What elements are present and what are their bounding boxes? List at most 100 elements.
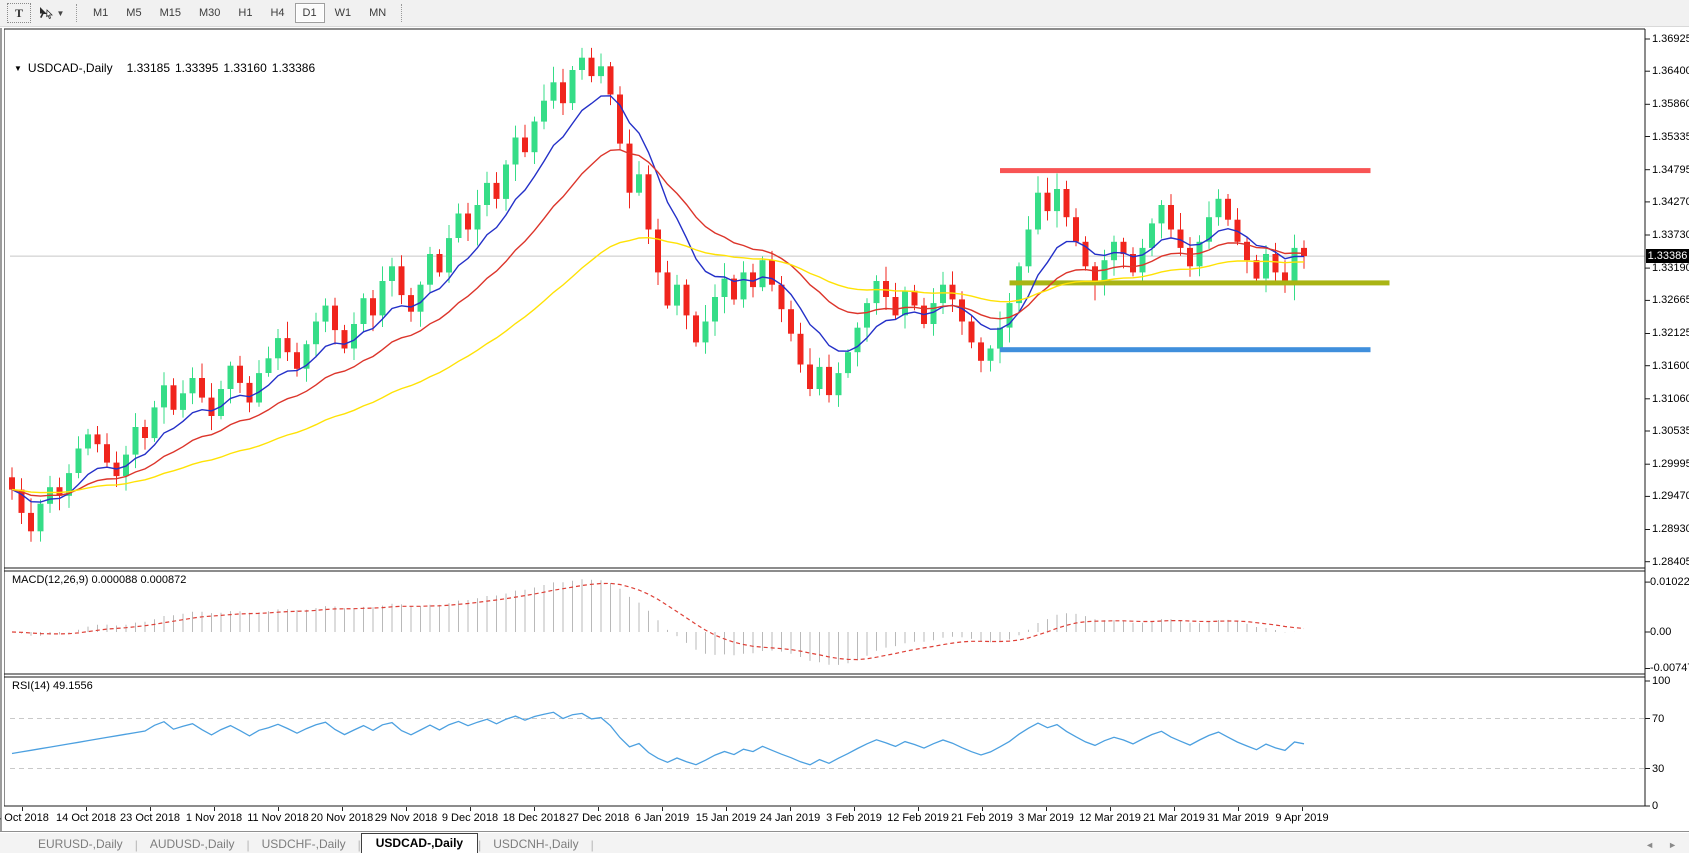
date-axis-label: 27 Dec 2018 [566, 812, 630, 824]
date-axis-tick [342, 807, 343, 811]
date-axis-tick [790, 807, 791, 811]
rsi-axis-tick: 100 [1652, 675, 1671, 687]
rsi-axis-tick: 30 [1652, 762, 1665, 775]
date-axis-tick [726, 807, 727, 811]
dropdown-caret-icon: ▼ [56, 8, 65, 18]
date-axis-tick [1302, 807, 1303, 811]
timeframe-button-m30[interactable]: M30 [198, 7, 221, 19]
price-axis-tick: 1.32665 [1652, 294, 1689, 307]
tab-separator: | [590, 838, 594, 852]
toolbar-separator [401, 4, 403, 22]
tab-separator: | [246, 838, 250, 852]
date-axis-tick [918, 807, 919, 811]
chart-window: ▼ USDCAD-,Daily 1.33185 1.33395 1.33160 1.333… [0, 28, 1689, 853]
macd-axis-tick: 0.00 [1650, 626, 1672, 638]
timeframe-button-m5[interactable]: M5 [126, 7, 142, 19]
date-axis-label: 31 Mar 2019 [1207, 812, 1269, 824]
tab-separator: | [478, 838, 482, 852]
date-axis-label: 15 Jan 2019 [695, 812, 757, 824]
price-axis-tick: 1.30535 [1652, 425, 1689, 438]
timeframe-button-m1[interactable]: M1 [93, 7, 109, 19]
macd-value-signal: 0.000872 [140, 574, 187, 586]
chart-tabs: EURUSD-,Daily | AUDUSD-,Daily | USDCHF-,Dail… [26, 833, 594, 853]
date-axis-tick [150, 807, 151, 811]
date-axis-tick [1110, 807, 1111, 811]
date-axis-tick [214, 807, 215, 811]
price-axis-tick: 1.36400 [1652, 65, 1689, 78]
rsi-indicator-label: RSI(14) 49.1556 [12, 680, 93, 692]
date-axis-tick [278, 807, 279, 811]
date-axis-label: 11 Nov 2018 [247, 812, 309, 824]
macd-axis-tick: -0.007477 [1650, 662, 1689, 675]
timeframe-button-h1[interactable]: H1 [238, 7, 253, 19]
price-axis-tick: 1.28930 [1652, 523, 1689, 536]
date-axis-label: 4 Oct 2018 [0, 812, 49, 824]
date-axis-tick [406, 807, 407, 811]
price-axis-tick: 1.34795 [1652, 163, 1689, 176]
chart-title: ▼ USDCAD-,Daily 1.33185 1.33395 1.33160 1.333… [14, 61, 320, 75]
rsi-axis-tick: 70 [1652, 712, 1665, 725]
price-axis-tick: 1.29470 [1652, 490, 1689, 503]
timeframe-button-m15[interactable]: M15 [159, 7, 181, 19]
macd-name: MACD(12,26,9) [12, 574, 89, 586]
chart-tab-usdchf[interactable]: USDCHF-,Daily [261, 837, 346, 851]
date-axis-label: 3 Feb 2019 [826, 812, 882, 824]
chart-tab-usdcad[interactable]: USDCAD-,Daily [360, 833, 479, 853]
chart-menu-caret-icon: ▼ [14, 64, 22, 73]
price-axis-tick: 1.36925 [1652, 33, 1689, 45]
date-axis-label: 6 Jan 2019 [634, 812, 690, 824]
date-axis-label: 20 Nov 2018 [310, 812, 374, 824]
chart-symbol-label: USDCAD-,Daily [27, 61, 113, 75]
chart-tab-eurusd[interactable]: EURUSD-,Daily [38, 837, 123, 851]
price-axis-tick: 1.31600 [1652, 359, 1689, 372]
rsi-axis-tick: 0 [1652, 800, 1659, 812]
chart-tab-audusd[interactable]: AUDUSD-,Daily [149, 837, 235, 851]
date-axis-label: 14 Oct 2018 [56, 812, 116, 824]
date-axis-label: 29 Nov 2018 [374, 812, 438, 824]
macd-axis-tick: 0.010229 [1650, 576, 1689, 589]
price-axis-tick: 1.29995 [1652, 458, 1689, 471]
text-tool-button[interactable]: T [7, 3, 31, 23]
quote-low: 1.33160 [223, 61, 267, 75]
date-axis-tick [1046, 807, 1047, 811]
tab-scroll-left-button[interactable]: ◄ [1645, 840, 1655, 850]
chart-tab-usdcnh[interactable]: USDCNH-,Daily [493, 837, 579, 851]
price-chart-canvas[interactable] [0, 28, 1689, 853]
price-axis-tick: 1.28405 [1652, 555, 1689, 568]
timeframe-button-w1[interactable]: W1 [334, 7, 352, 19]
window-edge [0, 28, 2, 853]
quote-close: 1.33386 [271, 61, 316, 75]
quote-open: 1.33185 [126, 61, 170, 75]
date-axis-label: 3 Mar 2019 [1018, 812, 1074, 824]
current-price-tag: 1.33386 [1646, 249, 1689, 264]
date-axis-tick [534, 807, 535, 811]
price-axis-tick: 1.35335 [1652, 130, 1689, 143]
timeframe-button-h4[interactable]: H4 [270, 7, 285, 19]
date-axis-label: 21 Feb 2019 [951, 812, 1013, 824]
date-axis-label: 9 Dec 2018 [441, 812, 499, 824]
date-axis-tick [470, 807, 471, 811]
price-axis-tick: 1.33190 [1652, 262, 1689, 275]
toolbar: T ▼ M1 M5 M15 M30 H1 H4 D1 W1 MN [0, 0, 1689, 27]
cursor-tool-button[interactable]: ▼ [33, 3, 69, 23]
price-axis-tick: 1.32125 [1652, 327, 1689, 340]
timeframe-group: M1 M5 M15 M30 H1 H4 D1 W1 MN [84, 3, 395, 23]
date-axis-label: 23 Oct 2018 [120, 812, 180, 824]
timeframe-button-d1[interactable]: D1 [294, 3, 325, 23]
timeframe-button-mn[interactable]: MN [369, 7, 387, 19]
price-axis-tick: 1.33730 [1652, 229, 1689, 241]
tab-separator: | [357, 838, 361, 852]
window-edge-highlight [2, 28, 4, 853]
date-axis-tick [854, 807, 855, 811]
macd-indicator-label: MACD(12,26,9) 0.000088 0.000872 [12, 574, 186, 586]
date-axis-label: 12 Feb 2019 [887, 812, 949, 824]
date-axis-tick [1174, 807, 1175, 811]
chart-tabs-bar: EURUSD-,Daily | AUDUSD-,Daily | USDCHF-,Dail… [0, 831, 1689, 853]
date-axis-label: 1 Nov 2018 [185, 812, 243, 824]
date-axis-label: 18 Dec 2018 [502, 812, 566, 824]
tab-scroll-right-button[interactable]: ► [1668, 840, 1677, 850]
date-axis-tick [662, 807, 663, 811]
quote-high: 1.33395 [175, 61, 219, 75]
date-axis-label: 24 Jan 2019 [759, 812, 821, 824]
